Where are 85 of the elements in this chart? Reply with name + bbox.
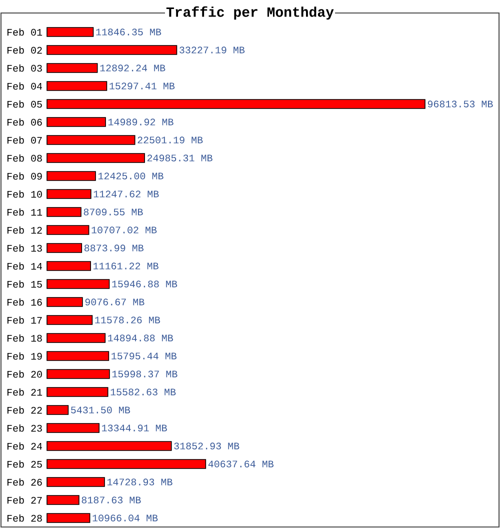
y-tick-label: Feb 24: [7, 442, 42, 450]
data-label: 12892.24 MB: [100, 64, 166, 72]
bar: [46, 207, 82, 217]
y-tick-label: Feb 07: [7, 136, 42, 144]
y-tick-label: Feb 02: [7, 46, 42, 54]
data-label: 5431.50 MB: [71, 406, 130, 414]
bar: [46, 423, 100, 433]
bar: [46, 27, 94, 37]
data-label: 11161.22 MB: [94, 262, 158, 270]
y-tick-label: Feb 25: [7, 460, 42, 468]
bar: [46, 225, 90, 235]
y-tick-label: Feb 23: [7, 424, 42, 432]
chart-title: Traffic per Monthday: [166, 6, 334, 20]
bar: [46, 261, 91, 271]
bar: [46, 279, 110, 289]
y-tick-label: Feb 01: [7, 28, 42, 36]
bar: [46, 495, 80, 505]
data-label: 14989.92 MB: [108, 118, 174, 126]
data-label: 24985.31 MB: [147, 154, 212, 162]
data-label: 15795.44 MB: [112, 352, 177, 360]
y-tick-label: Feb 15: [7, 280, 42, 288]
bar: [46, 459, 206, 469]
bar: [46, 99, 426, 109]
data-label: 10707.02 MB: [92, 226, 157, 234]
data-label: 9076.67 MB: [85, 298, 144, 306]
bar: [46, 135, 136, 145]
y-tick-label: Feb 10: [7, 190, 42, 198]
y-tick-label: Feb 18: [7, 334, 42, 342]
bar: [46, 387, 108, 397]
bar: [46, 171, 96, 181]
y-tick-label: Feb 12: [7, 226, 42, 234]
data-label: 11247.62 MB: [94, 190, 159, 198]
y-tick-label: Feb 11: [7, 208, 42, 216]
bar: [46, 477, 105, 487]
bar: [46, 45, 178, 55]
bar: [46, 297, 83, 307]
y-tick-label: Feb 19: [7, 352, 42, 360]
data-label: 33227.19 MB: [180, 46, 245, 54]
bar: [46, 513, 90, 523]
bar: [46, 243, 82, 253]
y-tick-label: Feb 13: [7, 244, 42, 252]
y-tick-label: Feb 16: [7, 298, 42, 306]
data-label: 11846.35 MB: [96, 28, 162, 36]
data-label: 13344.91 MB: [102, 424, 167, 432]
data-label: 15297.41 MB: [110, 82, 175, 90]
y-tick-label: Feb 21: [7, 388, 42, 396]
bar: [46, 153, 145, 163]
data-label: 8187.63 MB: [82, 496, 141, 504]
data-label: 8709.55 MB: [84, 208, 143, 216]
data-label: 12425.00 MB: [98, 172, 164, 180]
data-label: 31852.93 MB: [174, 442, 240, 450]
y-tick-label: Feb 27: [7, 496, 42, 504]
data-label: 15998.37 MB: [112, 370, 178, 378]
y-tick-label: Feb 28: [7, 514, 42, 522]
data-label: 15582.63 MB: [110, 388, 176, 396]
y-tick-label: Feb 22: [7, 406, 42, 414]
bar: [46, 369, 110, 379]
y-tick-label: Feb 17: [7, 316, 42, 324]
data-label: 40637.64 MB: [208, 460, 274, 468]
y-tick-label: Feb 09: [7, 172, 42, 180]
data-label: 11578.26 MB: [95, 316, 160, 324]
data-label: 8873.99 MB: [84, 244, 144, 252]
bar: [46, 189, 92, 199]
y-tick-label: Feb 26: [7, 478, 42, 486]
y-tick-label: Feb 20: [7, 370, 42, 378]
bar: [46, 441, 172, 451]
y-tick-label: Feb 03: [7, 64, 42, 72]
y-tick-label: Feb 14: [7, 262, 42, 270]
bar: [46, 351, 110, 361]
bar: [46, 63, 98, 73]
y-tick-label: Feb 06: [7, 118, 42, 126]
data-label: 10966.04 MB: [92, 514, 158, 522]
bar: [46, 405, 69, 415]
bar: [46, 81, 108, 91]
bar: [46, 117, 106, 127]
data-label: 14894.88 MB: [108, 334, 173, 342]
data-label: 96813.53 MB: [428, 100, 493, 108]
data-label: 22501.19 MB: [138, 136, 203, 144]
bar: [46, 315, 93, 325]
bar: [46, 333, 106, 343]
y-tick-label: Feb 08: [7, 154, 42, 162]
data-label: 14728.93 MB: [107, 478, 172, 486]
y-tick-label: Feb 05: [7, 100, 42, 108]
data-label: 15946.88 MB: [112, 280, 178, 288]
y-tick-label: Feb 04: [7, 82, 42, 90]
